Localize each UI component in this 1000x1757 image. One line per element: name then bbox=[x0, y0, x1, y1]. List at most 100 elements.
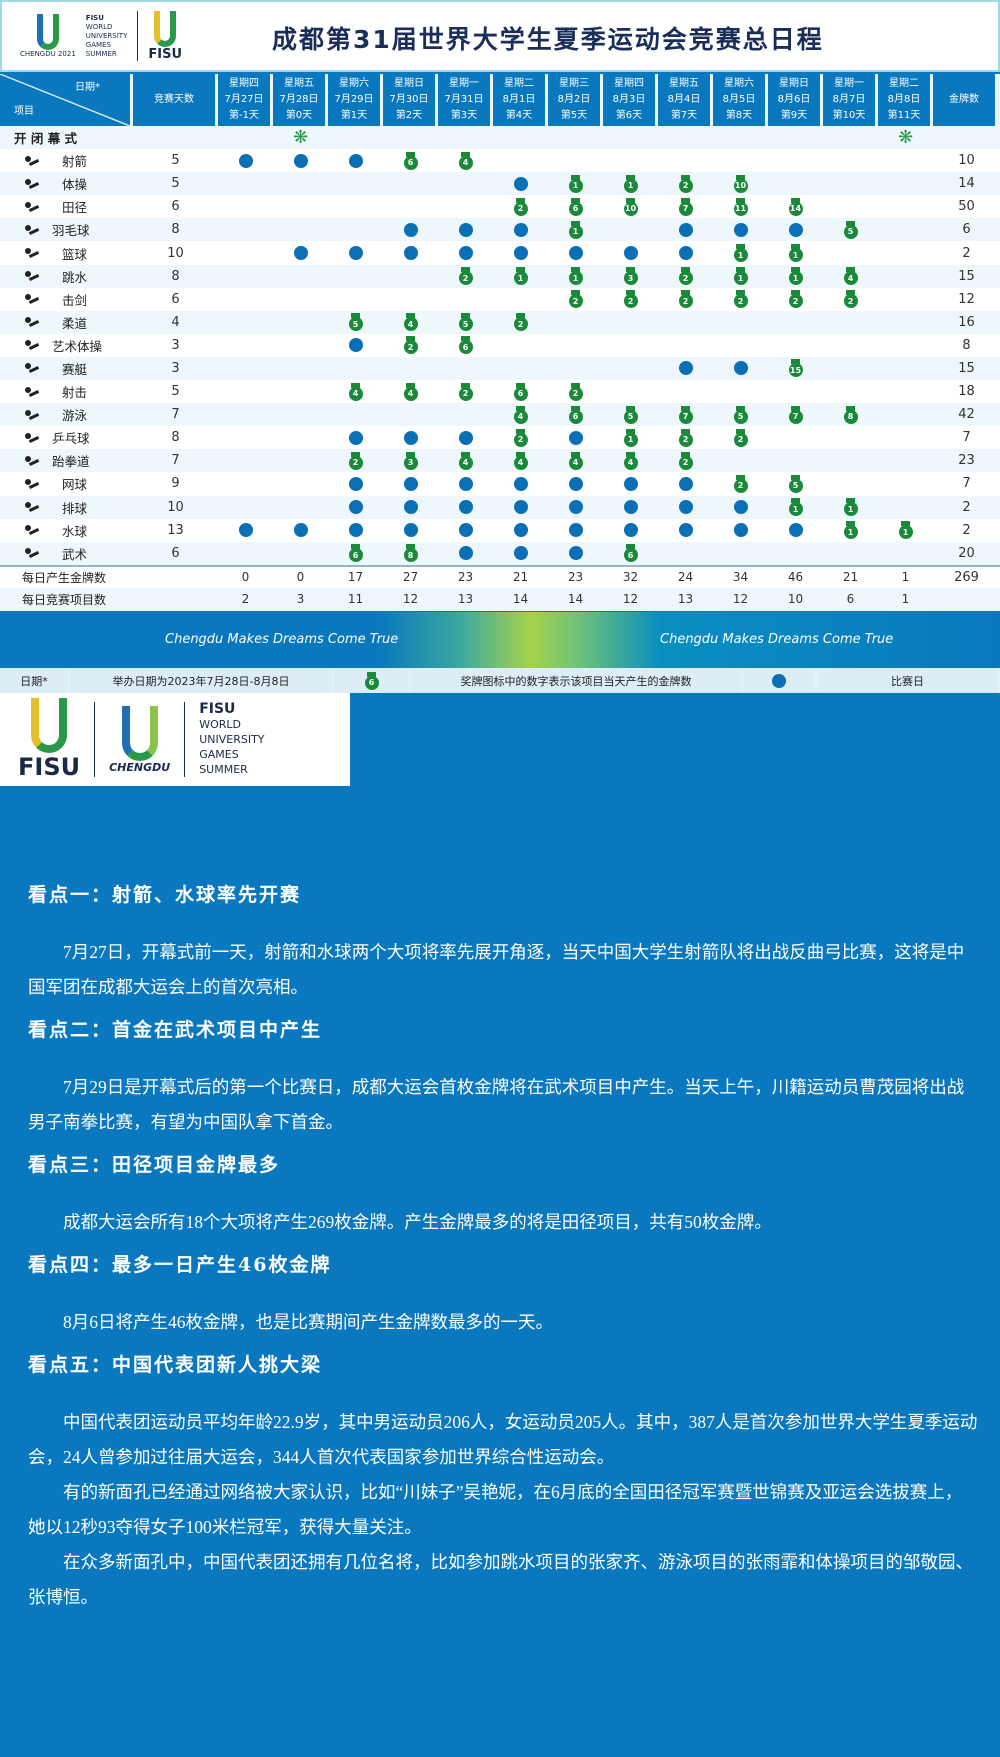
competition-day-dot bbox=[788, 523, 803, 538]
day-number: 第7天 bbox=[670, 110, 698, 121]
competition-day-dot bbox=[568, 500, 583, 515]
day-cell bbox=[218, 218, 273, 241]
date: 7月29日 bbox=[334, 94, 374, 105]
day-cell bbox=[383, 288, 438, 311]
date-header: 星期四 7月27日 第-1天 bbox=[218, 74, 270, 126]
day-cell bbox=[438, 241, 493, 264]
sport-name-cell: 田径 bbox=[0, 197, 133, 216]
ribbon bbox=[736, 474, 745, 480]
medal-count: 8 bbox=[843, 409, 858, 424]
sport-name-cell: 跳水 bbox=[0, 267, 133, 286]
date-header: 星期日 7月30日 第2天 bbox=[383, 74, 435, 126]
ribbon bbox=[846, 498, 855, 504]
weekday: 星期六 bbox=[339, 78, 369, 89]
day-cell: 6 bbox=[438, 334, 493, 357]
day-cell bbox=[438, 496, 493, 519]
day-cell bbox=[273, 496, 328, 519]
slogan-banner: Chengdu Makes Dreams Come True Chengdu M… bbox=[0, 612, 1000, 668]
day-cell bbox=[438, 218, 493, 241]
sport-pictogram-icon bbox=[22, 454, 40, 468]
medal-count: 6 bbox=[403, 155, 418, 170]
medal-icon: 5 bbox=[458, 313, 473, 332]
day-cell: 1 bbox=[823, 519, 878, 542]
sport-row: 田径 6 2 6 10 7 11 14 50 bbox=[0, 195, 1000, 218]
daily-value: 17 bbox=[347, 570, 364, 585]
ribbon bbox=[681, 174, 690, 180]
sport-name-cell: 游泳 bbox=[0, 405, 133, 424]
daily-value: 21 bbox=[512, 570, 529, 585]
day-cell bbox=[493, 126, 548, 149]
medal-icon: 4 bbox=[568, 451, 583, 470]
day-cell bbox=[438, 357, 493, 380]
ribbon bbox=[846, 267, 855, 273]
divider bbox=[94, 702, 96, 777]
medal-count: 1 bbox=[898, 525, 913, 540]
medal-icon: 1 bbox=[733, 267, 748, 286]
sport-row: 武术 6 6 8 6 20 bbox=[0, 541, 1000, 565]
medal-icon: 2 bbox=[678, 428, 693, 447]
competition-days: 5 bbox=[171, 176, 180, 192]
ribbon bbox=[461, 151, 470, 157]
competition-day-dot bbox=[348, 430, 363, 445]
medal-count: 4 bbox=[348, 386, 363, 401]
medal-count: 5 bbox=[788, 478, 803, 493]
ribbon bbox=[571, 197, 580, 203]
sport-name-cell: 击剑 bbox=[0, 290, 133, 309]
medal-icon: 3 bbox=[403, 451, 418, 470]
sport-row: 羽毛球 8 1 5 6 bbox=[0, 218, 1000, 242]
medal-count: 5 bbox=[733, 409, 748, 424]
medal-icon: 1 bbox=[788, 498, 803, 517]
day-cell: 5 bbox=[603, 403, 658, 426]
ribbon bbox=[736, 197, 745, 203]
day-cell: 5 bbox=[713, 403, 768, 426]
day-cell bbox=[768, 172, 823, 195]
day-cell: 1 bbox=[548, 172, 603, 195]
fisu-wugs-text: FISU WORLD UNIVERSITY GAMES SUMMER bbox=[85, 13, 128, 58]
medal-icon: 7 bbox=[678, 405, 693, 424]
competition-days: 3 bbox=[171, 360, 180, 376]
article-heading: 看点二：首金在武术项目中产生 bbox=[28, 1019, 323, 1041]
medal-icon: 4 bbox=[348, 382, 363, 401]
day-cell bbox=[548, 496, 603, 519]
article-heading: 看点四：最多一日产生46枚金牌 bbox=[28, 1254, 332, 1276]
day-cell bbox=[878, 265, 933, 288]
day-cell: 11 bbox=[713, 195, 768, 218]
medal-count: 4 bbox=[513, 409, 528, 424]
medal-count: 4 bbox=[623, 455, 638, 470]
medal-count: 2 bbox=[733, 478, 748, 493]
day-cell bbox=[218, 519, 273, 542]
medal-icon: 7 bbox=[678, 197, 693, 216]
day-cell bbox=[823, 172, 878, 195]
day-number: 第9天 bbox=[780, 110, 808, 121]
sport-name-cell: 武术 bbox=[0, 544, 133, 563]
day-cell bbox=[823, 542, 878, 565]
article-paragraph: 7月29日是开幕式后的第一个比赛日，成都大运会首枚金牌将在武术项目中产生。当天上… bbox=[28, 1077, 965, 1132]
ribbon bbox=[736, 290, 745, 296]
medal-count: 6 bbox=[513, 386, 528, 401]
day-cell bbox=[823, 334, 878, 357]
day-cell bbox=[548, 357, 603, 380]
date: 7月30日 bbox=[389, 94, 429, 105]
dot-icon bbox=[743, 668, 815, 693]
competition-day-dot bbox=[403, 523, 418, 538]
ribbon bbox=[736, 428, 745, 434]
date-header: 星期三 8月2日 第5天 bbox=[548, 74, 600, 126]
day-number: 第1天 bbox=[340, 110, 368, 121]
table-header: 日期* 项目 竞赛天数 星期四 7月27日 第-1天 星期五 7月28日 第0天 星期六 7月… bbox=[0, 74, 1000, 126]
sport-name-cell: 水球 bbox=[0, 521, 133, 540]
gold-total: 15 bbox=[958, 360, 975, 376]
competition-day-dot bbox=[348, 476, 363, 491]
day-cell bbox=[878, 311, 933, 334]
ribbon bbox=[516, 313, 525, 319]
day-cell: 7 bbox=[658, 403, 713, 426]
day-cell bbox=[328, 357, 383, 380]
day-cell bbox=[713, 496, 768, 519]
medal-count: 6 bbox=[568, 409, 583, 424]
ribbon bbox=[516, 405, 525, 411]
competition-day-dot bbox=[348, 338, 363, 353]
ribbon bbox=[846, 220, 855, 226]
article-paragraph: 成都大运会所有18个大项将产生269枚金牌。产生金牌最多的将是田径项目，共有50… bbox=[63, 1212, 772, 1232]
weekday: 星期四 bbox=[614, 78, 644, 89]
day-cell: 2 bbox=[438, 380, 493, 403]
day-cell: 2 bbox=[328, 449, 383, 472]
